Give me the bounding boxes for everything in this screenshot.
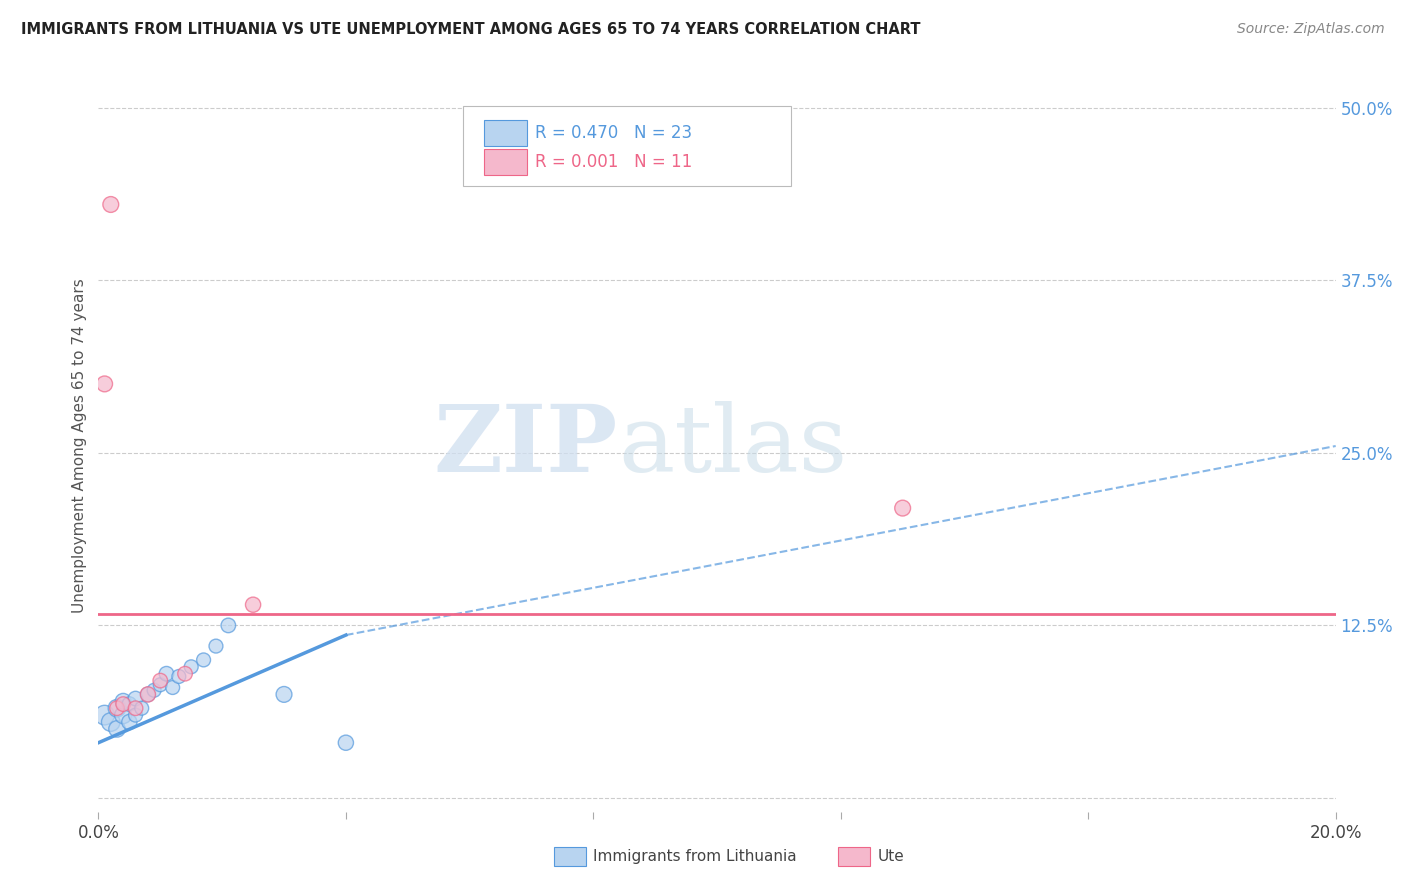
Text: Source: ZipAtlas.com: Source: ZipAtlas.com — [1237, 22, 1385, 37]
FancyBboxPatch shape — [485, 120, 526, 146]
Point — [143, 683, 166, 698]
Point — [124, 691, 146, 706]
FancyBboxPatch shape — [464, 106, 792, 186]
Point — [180, 660, 202, 674]
Point — [149, 678, 172, 692]
Point — [149, 673, 172, 688]
Point — [891, 501, 914, 516]
Text: Ute: Ute — [877, 849, 904, 863]
Point — [105, 701, 128, 715]
Point — [162, 681, 184, 695]
Point — [131, 701, 153, 715]
Point — [100, 197, 122, 211]
Point — [112, 697, 135, 711]
Point — [193, 653, 215, 667]
FancyBboxPatch shape — [485, 149, 526, 176]
Point — [105, 701, 128, 715]
Point — [136, 687, 159, 701]
Text: Immigrants from Lithuania: Immigrants from Lithuania — [593, 849, 797, 863]
Point — [205, 639, 228, 653]
Point — [217, 618, 239, 632]
Text: IMMIGRANTS FROM LITHUANIA VS UTE UNEMPLOYMENT AMONG AGES 65 TO 74 YEARS CORRELAT: IMMIGRANTS FROM LITHUANIA VS UTE UNEMPLO… — [21, 22, 921, 37]
Text: ZIP: ZIP — [434, 401, 619, 491]
Text: atlas: atlas — [619, 401, 848, 491]
Text: R = 0.001   N = 11: R = 0.001 N = 11 — [536, 153, 692, 171]
Point — [136, 687, 159, 701]
Point — [100, 714, 122, 729]
Point — [112, 694, 135, 708]
Point — [335, 736, 357, 750]
Point — [242, 598, 264, 612]
Point — [118, 714, 141, 729]
Y-axis label: Unemployment Among Ages 65 to 74 years: Unemployment Among Ages 65 to 74 years — [72, 278, 87, 614]
Point — [118, 697, 141, 711]
Text: R = 0.470   N = 23: R = 0.470 N = 23 — [536, 124, 692, 142]
Point — [93, 708, 115, 723]
Point — [174, 666, 197, 681]
Point — [167, 669, 190, 683]
Point — [124, 708, 146, 723]
Point — [112, 708, 135, 723]
Point — [124, 701, 146, 715]
Point — [105, 722, 128, 736]
FancyBboxPatch shape — [554, 847, 586, 866]
Point — [93, 376, 115, 391]
Point — [273, 687, 295, 701]
FancyBboxPatch shape — [838, 847, 870, 866]
Point — [155, 666, 177, 681]
